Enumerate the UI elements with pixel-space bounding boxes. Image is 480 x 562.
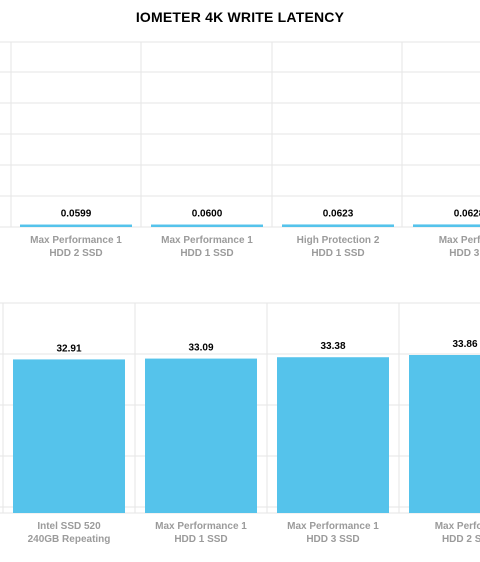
top-category-label-2: Max Performance 1 HDD 1 SSD — [161, 235, 253, 259]
bottom-category-label-1: Intel SSD 520 240GB Repeating — [28, 521, 111, 545]
bottom-value-label-4: 33.86 — [452, 339, 477, 350]
latency-chart-top: 0.0599 Max Performance 1 HDD 2 SSD 0.0600 Ma… — [0, 41, 480, 259]
bottom-category-label-2: Max Performance 1 HDD 1 SSD — [155, 521, 247, 545]
bottom-bar-2 — [145, 358, 257, 513]
bottom-bar-3 — [277, 357, 389, 513]
gridlines — [0, 41, 480, 228]
bottom-value-label-3: 33.38 — [320, 341, 345, 352]
latency-chart-bottom: 32.91 Intel SSD 520 240GB Repeating 33.09 Ma… — [0, 302, 480, 545]
bottom-bar-4 — [409, 354, 480, 513]
top-value-label-3: 0.0623 — [323, 208, 354, 219]
bottom-category-label-4: Max PerformHDD 2 SS — [435, 521, 480, 545]
top-category-label-1: Max Performance 1 HDD 2 SSD — [30, 235, 122, 259]
top-bar-4 — [413, 224, 480, 227]
bottom-category-label-3: Max Performance 1 HDD 3 SSD — [287, 521, 379, 545]
top-bar-3 — [282, 224, 394, 227]
top-value-label-4: 0.0628 — [454, 208, 480, 219]
bottom-value-label-1: 32.91 — [56, 343, 81, 354]
bottom-value-label-2: 33.09 — [188, 343, 213, 354]
top-bar-2 — [151, 224, 263, 227]
chart-title: IOMETER 4K WRITE LATENCY — [135, 9, 345, 25]
bottom-bar-1 — [13, 359, 125, 513]
top-value-label-2: 0.0600 — [192, 209, 223, 220]
top-value-label-1: 0.0599 — [61, 209, 92, 220]
top-category-label-3: High Protection 2 HDD 1 SSD — [297, 235, 380, 259]
top-category-label-4: Max PerformHDD 3 S — [439, 235, 480, 259]
top-bar-1 — [20, 224, 132, 227]
